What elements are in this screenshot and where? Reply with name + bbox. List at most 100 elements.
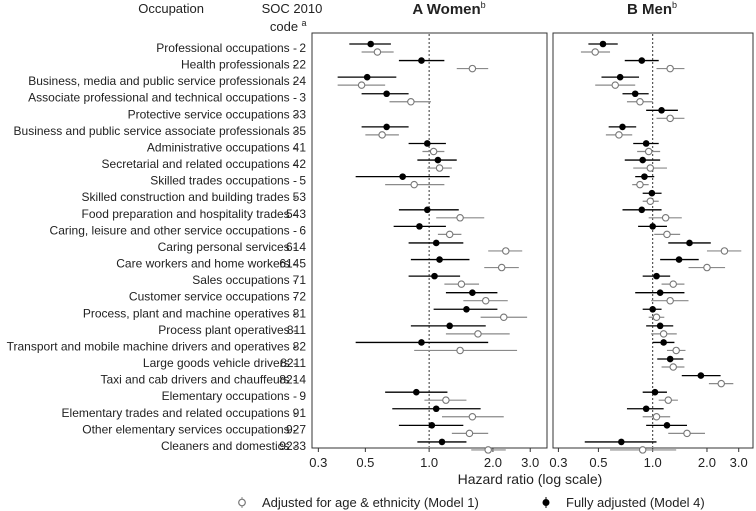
panel-b-model4-point xyxy=(619,124,626,131)
panel-b-model1-point xyxy=(673,347,679,353)
soc-code: 2 xyxy=(299,41,306,55)
panel-a-model1-point xyxy=(379,132,385,138)
panel-a-model4-point xyxy=(469,289,476,296)
panel-a-x-tick-label: 0.5 xyxy=(356,455,374,470)
panel-b-model1-point xyxy=(704,264,710,270)
soc-code: 8214 xyxy=(279,373,306,387)
occupation-label: Secretarial and related occupations - xyxy=(102,157,297,171)
panel-b-model4-point xyxy=(641,173,648,180)
occupation-label: Other elementary services occupations - xyxy=(82,422,297,436)
panel-a-model4-point xyxy=(364,74,371,81)
panel-a-x-tick-label: 2.0 xyxy=(484,455,502,470)
panel-b-model4-point xyxy=(653,273,660,280)
occupation-label: Professional occupations - xyxy=(156,41,297,55)
panel-a-model4-point xyxy=(435,157,442,164)
panel-b-model1-point xyxy=(670,364,676,370)
panel-b-model4-point xyxy=(649,306,656,313)
panel-b-model4-point xyxy=(657,323,664,330)
panel-a-model4-point xyxy=(418,57,425,64)
panel-a-model4-point xyxy=(439,439,446,446)
panel-b-model1-point xyxy=(660,331,666,337)
x-axis-label: Hazard ratio (log scale) xyxy=(458,471,603,487)
soc-code: 81 xyxy=(293,306,307,320)
occupation-label: Transport and mobile machine drivers and… xyxy=(7,339,297,353)
panel-b-model4-point xyxy=(632,90,639,97)
panel-b-x-tick-label: 2.0 xyxy=(698,455,716,470)
panel-b-model4-point xyxy=(638,57,645,64)
panel-b-model4-point xyxy=(649,223,656,230)
panel-b-model1-point xyxy=(645,148,651,154)
panel-a-model4-point xyxy=(433,405,440,412)
panel-a-model4-point xyxy=(383,124,390,131)
occupation-label: Associate professional and technical occ… xyxy=(28,91,297,105)
occupation-label: Taxi and cab drivers and chauffeurs - xyxy=(100,373,297,387)
soc-code: 22 xyxy=(293,58,307,72)
panel-b-model4-point xyxy=(676,256,683,263)
panel-a-model1-point xyxy=(408,99,414,105)
panel-b-model1-point xyxy=(637,181,643,187)
panel-b-model1-point xyxy=(616,132,622,138)
soc-code: 33 xyxy=(293,107,307,121)
soc-code-header: SOC 2010 xyxy=(262,1,323,16)
panel-b-model1-point xyxy=(665,397,671,403)
occupation-label: Administrative occupations - xyxy=(147,140,297,154)
panel-a-model4-point xyxy=(463,306,470,313)
panel-a-model4-point xyxy=(367,41,374,48)
panel-b-model1-point xyxy=(592,49,598,55)
panel-b-model4-point xyxy=(643,405,650,412)
soc-code: 42 xyxy=(293,157,307,171)
panel-b-model4-point xyxy=(667,356,674,363)
panel-b-model4-point xyxy=(664,422,671,429)
soc-code: 82 xyxy=(293,339,307,353)
panel-a-x-tick-label: 1.0 xyxy=(420,455,438,470)
panel-a-model1-point xyxy=(469,414,475,420)
occupation-label: Skilled trades occupations - xyxy=(150,174,297,188)
occupation-label: Health professionals - xyxy=(181,58,297,72)
panel-b-model1-point xyxy=(670,281,676,287)
panel-a-model4-point xyxy=(446,323,453,330)
soc-code: 614 xyxy=(286,240,306,254)
panel-b-model4-point xyxy=(643,140,650,147)
panel-b-x-tick-label: 3.0 xyxy=(730,455,748,470)
soc-code: 5 xyxy=(299,174,306,188)
panel-a-model1-point xyxy=(469,65,475,71)
panel-a-x-tick-label: 3.0 xyxy=(521,455,539,470)
panel-b-title: B Menb xyxy=(627,0,677,18)
panel-b-model4-point xyxy=(639,157,646,164)
panel-a-x-tick-label: 0.3 xyxy=(309,455,327,470)
legend-model4-label: Fully adjusted (Model 4) xyxy=(566,495,705,510)
panel-a-model4-point xyxy=(436,256,443,263)
panel-b-model1-point xyxy=(637,99,643,105)
soc-code: 24 xyxy=(293,74,307,88)
panel-b-sup: b xyxy=(672,0,677,10)
legend-model1-marker xyxy=(239,499,246,506)
soc-code: 9 xyxy=(299,389,306,403)
legend-model4-marker xyxy=(543,499,550,506)
panel-b-model4-point xyxy=(657,289,664,296)
soc-code: 543 xyxy=(286,207,306,221)
legend: Adjusted for age & ethnicity (Model 1) F… xyxy=(239,495,705,510)
panel-a-model1-point xyxy=(501,314,507,320)
soc-code: 9233 xyxy=(279,439,306,453)
panel-a-model1-point xyxy=(466,430,472,436)
panel-b-x-tick-label: 0.5 xyxy=(589,455,607,470)
panel-a-model1-point xyxy=(430,148,436,154)
panel-a-model4-point xyxy=(433,240,440,247)
panel-a-name: Women xyxy=(427,1,481,18)
panel-b-model1-point xyxy=(718,380,724,386)
soc-code: 53 xyxy=(293,190,307,204)
soc-code-header-line2: code xyxy=(270,19,298,34)
panel-b-model1-point xyxy=(664,231,670,237)
panel-a-model4-point xyxy=(424,207,431,214)
panel-b-model1-point xyxy=(653,414,659,420)
panel-a-model1-point xyxy=(443,397,449,403)
panel-a-model4-point xyxy=(399,173,406,180)
occupation-label: Food preparation and hospitality trades … xyxy=(82,207,297,221)
panel-a-model1-point xyxy=(446,231,452,237)
panel-b-model1-point xyxy=(662,215,668,221)
panel-b-x-tick-label: 1.0 xyxy=(644,455,662,470)
occupation-label: Cleaners and domestics - xyxy=(161,439,297,453)
panel-a-model1-point xyxy=(457,215,463,221)
